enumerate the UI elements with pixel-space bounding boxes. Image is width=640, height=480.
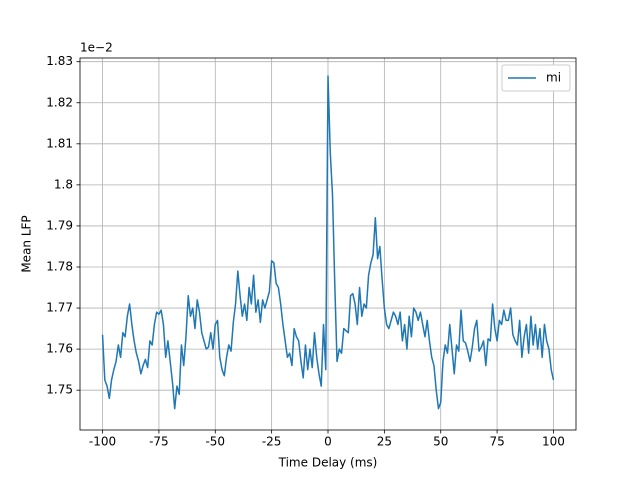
- y-tick-label: 1.75: [46, 383, 73, 397]
- x-tick-label: -25: [262, 435, 282, 449]
- x-axis-label: Time Delay (ms): [278, 456, 378, 470]
- x-tick-label: 100: [542, 435, 565, 449]
- offset-label: 1e−2: [80, 41, 113, 55]
- line: [101, 75, 555, 410]
- x-tick-label: 0: [324, 435, 332, 449]
- x-tick-label: -100: [89, 435, 116, 449]
- y-tick-label: 1.76: [46, 342, 73, 356]
- y-tick-label: 1.83: [46, 54, 73, 68]
- x-tick-label: 25: [377, 435, 392, 449]
- y-tick-label: 1.78: [46, 259, 73, 273]
- x-tick-label: 75: [489, 435, 504, 449]
- axes-frame: [79, 57, 577, 431]
- x-tick-label: 50: [433, 435, 448, 449]
- x-tick-label: -75: [149, 435, 169, 449]
- y-tick-label: 1.77: [46, 301, 73, 315]
- y-tick-label: 1.82: [46, 95, 73, 109]
- y-axis-label: Mean LFP: [20, 215, 34, 272]
- y-tick-label: 1.81: [46, 136, 73, 150]
- y-tick-label: 1.8: [54, 177, 73, 191]
- x-tick-label: -50: [205, 435, 225, 449]
- legend-label: mi: [546, 71, 561, 85]
- y-tick-label: 1.79: [46, 218, 73, 232]
